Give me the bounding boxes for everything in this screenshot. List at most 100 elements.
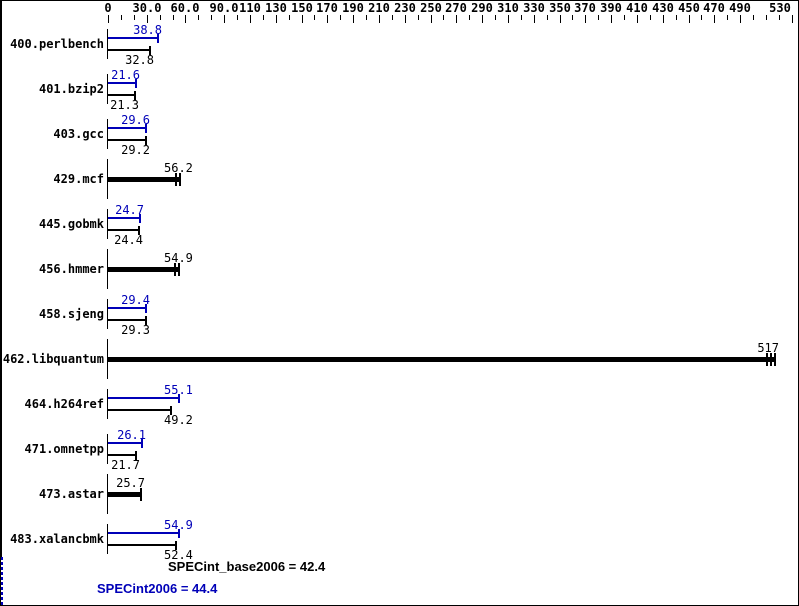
axis-minor-tick <box>314 15 315 20</box>
base-bar-end-tick <box>175 541 177 550</box>
bar-value-label: 56.2 <box>164 161 193 175</box>
axis-minor-tick <box>676 15 677 20</box>
axis-minor-tick <box>469 15 470 20</box>
peak-bar <box>108 442 142 444</box>
axis-major-tick <box>431 15 432 23</box>
axis-major-tick <box>276 15 277 23</box>
axis-tick-label: 230 <box>394 1 416 15</box>
row-baseline-stub <box>107 474 108 514</box>
base-bar <box>108 319 146 321</box>
axis-major-tick <box>327 15 328 23</box>
base-bar-end-tick <box>149 46 151 55</box>
axis-major-tick <box>224 15 225 23</box>
axis-tick-label: 310 <box>497 1 519 15</box>
axis-major-tick <box>353 15 354 23</box>
row-baseline-stub <box>107 389 108 419</box>
axis-major-tick <box>740 15 741 23</box>
axis-tick-label: 190 <box>342 1 364 15</box>
benchmark-label: 458.sjeng <box>38 307 104 321</box>
axis-major-tick <box>689 15 690 23</box>
base-bar <box>108 229 139 231</box>
specint2006-summary: SPECint2006 = 44.4 <box>97 581 218 596</box>
peak-bar-end-tick <box>157 34 159 43</box>
bar-end-tick <box>774 353 776 366</box>
benchmark-label: 403.gcc <box>53 127 104 141</box>
axis-tick-label: 470 <box>703 1 725 15</box>
peak-bar <box>108 37 158 39</box>
axis-tick-label: 530 <box>769 1 791 15</box>
axis-minor-tick <box>521 15 522 20</box>
peak-bar <box>108 397 179 399</box>
benchmark-label: 483.xalancbmk <box>10 532 104 546</box>
benchmark-label: 429.mcf <box>53 172 104 186</box>
base-bar <box>108 409 171 411</box>
axis-tick-label: 430 <box>652 1 674 15</box>
row-baseline-stub <box>107 299 108 329</box>
bar-value-label: 517 <box>757 341 779 355</box>
bar-value-label: 32.8 <box>125 53 154 67</box>
peak-bar-end-tick <box>145 304 147 313</box>
peak-bar-end-tick <box>139 214 141 223</box>
axis-major-tick <box>185 15 186 23</box>
axis-tick-label: 410 <box>626 1 648 15</box>
peak-bar <box>108 127 146 129</box>
bar-value-label: 21.6 <box>111 68 140 82</box>
axis-tick-label: 290 <box>471 1 493 15</box>
bar-value-label: 21.3 <box>110 98 139 112</box>
axis-major-tick <box>611 15 612 23</box>
axis-minor-tick <box>198 15 199 20</box>
axis-major-tick <box>108 15 109 23</box>
axis-minor-tick <box>289 15 290 20</box>
axis-tick-label: 270 <box>445 1 467 15</box>
peak-bar-end-tick <box>135 79 137 88</box>
axis-major-tick <box>534 15 535 23</box>
bar-end-tick <box>175 173 177 186</box>
bar-value-label: 26.1 <box>117 428 146 442</box>
axis-minor-tick <box>366 15 367 20</box>
axis-major-tick <box>405 15 406 23</box>
peak-bar-end-tick <box>178 529 180 538</box>
base-bar <box>108 49 150 51</box>
base-bar-end-tick <box>145 316 147 325</box>
axis-tick-label: 60.0 <box>170 1 200 15</box>
base-bar-end-tick <box>145 136 147 145</box>
axis-major-tick <box>714 15 715 23</box>
row-baseline-stub <box>107 119 108 149</box>
axis-minor-tick <box>418 15 419 20</box>
benchmark-label: 401.bzip2 <box>38 82 104 96</box>
axis-major-tick <box>456 15 457 23</box>
base-bar-end-tick <box>138 226 140 235</box>
axis-tick-label: 0 <box>104 1 112 15</box>
axis-minor-tick <box>263 15 264 20</box>
axis-major-tick <box>585 15 586 23</box>
axis-tick-label: 210 <box>368 1 390 15</box>
row-baseline-stub <box>107 159 108 199</box>
axis-tick-label: 90.0 <box>209 1 239 15</box>
axis-minor-tick <box>160 15 161 20</box>
row-baseline-stub <box>107 209 108 239</box>
axis-major-tick <box>792 15 793 23</box>
bar-value-label: 24.7 <box>115 203 144 217</box>
peak-bar <box>108 217 140 219</box>
bar-end-tick <box>179 173 181 186</box>
axis-tick-label: 30.0 <box>132 1 162 15</box>
axis-minor-tick <box>766 15 767 20</box>
row-baseline-stub <box>107 434 108 464</box>
base-bar-end-tick <box>135 451 137 460</box>
axis-minor-tick <box>547 15 548 20</box>
bar-value-label: 54.9 <box>164 251 193 265</box>
bar-value-label: 55.1 <box>164 383 193 397</box>
base-bar <box>108 267 179 272</box>
base-bar-end-tick <box>134 91 136 100</box>
axis-tick-label: 150 <box>291 1 313 15</box>
axis-tick-label: 370 <box>574 1 596 15</box>
axis-minor-tick <box>237 15 238 20</box>
axis-minor-tick <box>598 15 599 20</box>
axis-minor-tick <box>779 15 780 20</box>
benchmark-label: 400.perlbench <box>10 37 104 51</box>
axis-minor-tick <box>650 15 651 20</box>
base-bar-end-tick <box>170 406 172 415</box>
axis-minor-tick <box>727 15 728 20</box>
